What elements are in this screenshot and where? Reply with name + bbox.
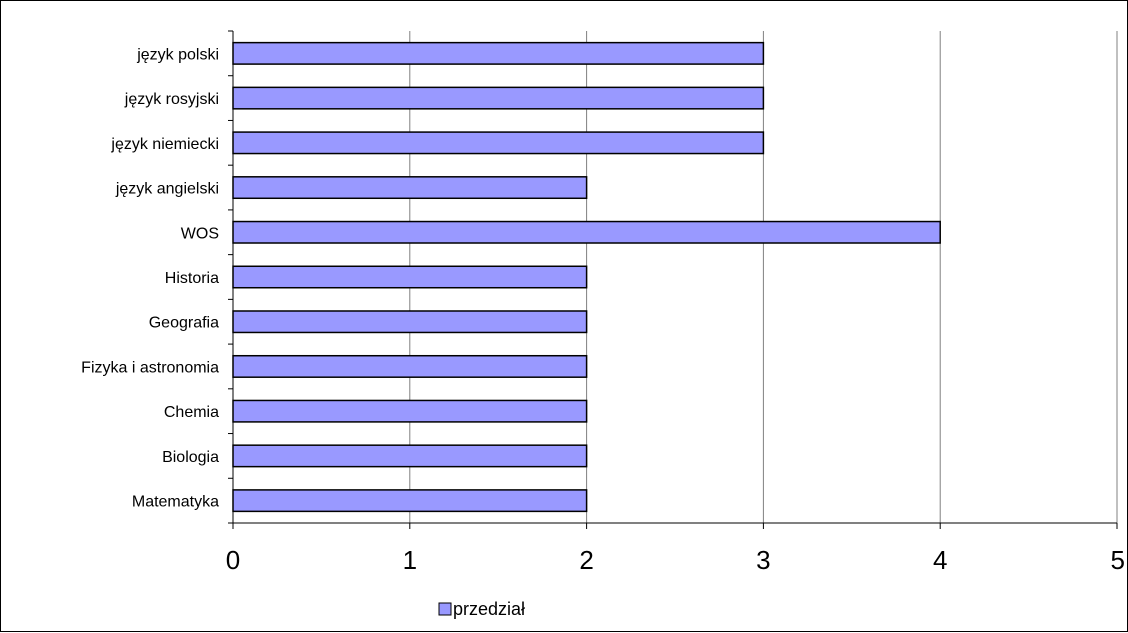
category-label: Geografia xyxy=(149,315,219,332)
category-label: Fizyka i astronomia xyxy=(81,359,219,376)
legend-swatch xyxy=(438,602,452,616)
x-tick-label: 5 xyxy=(1111,545,1125,575)
bar-9 xyxy=(232,444,588,468)
bar-4 xyxy=(232,220,941,244)
legend-label: przedział xyxy=(453,599,525,619)
x-tick-label: 2 xyxy=(579,545,593,575)
gridlines xyxy=(409,31,1118,523)
bar-0 xyxy=(232,41,765,65)
x-tick-label: 3 xyxy=(756,545,770,575)
category-label: Chemia xyxy=(164,404,219,421)
category-label: WOS xyxy=(181,225,219,242)
bar-7 xyxy=(232,354,588,378)
bar-10 xyxy=(232,489,588,513)
category-label: język niemiecki xyxy=(110,136,219,153)
category-label: język polski xyxy=(136,46,219,63)
bar-1 xyxy=(232,86,765,110)
bar-3 xyxy=(232,176,588,200)
bar-2 xyxy=(232,131,765,155)
bar-6 xyxy=(232,310,588,334)
bar-8 xyxy=(232,399,588,423)
category-label: Biologia xyxy=(162,449,219,466)
axes xyxy=(228,30,1118,529)
bar-5 xyxy=(232,265,588,289)
legend: przedział xyxy=(438,599,525,619)
bars xyxy=(232,41,941,513)
category-label: język angielski xyxy=(115,181,219,198)
x-tick-labels: 0 1 2 3 4 5 xyxy=(226,545,1125,575)
category-labels: język polski język rosyjski język niemieck… xyxy=(81,46,219,510)
x-tick-label: 1 xyxy=(403,545,417,575)
x-tick-label: 0 xyxy=(226,545,240,575)
category-label: język rosyjski xyxy=(124,91,219,108)
x-tick-label: 4 xyxy=(933,545,947,575)
category-label: Matematyka xyxy=(132,494,219,511)
category-label: Historia xyxy=(165,270,219,287)
